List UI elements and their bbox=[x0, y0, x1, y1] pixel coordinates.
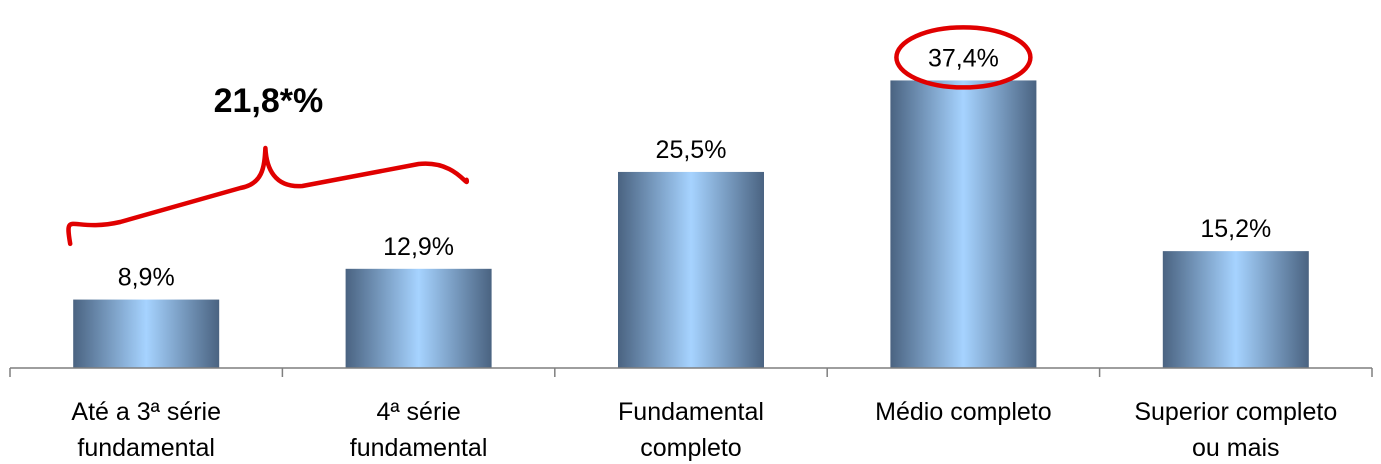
data-label-1: 12,9% bbox=[383, 233, 454, 261]
category-label-2: Fundamental completo bbox=[618, 398, 764, 462]
bar-1 bbox=[345, 268, 492, 368]
category-label-line: ou mais bbox=[1192, 434, 1280, 462]
data-label-3: 37,4% bbox=[928, 44, 999, 72]
bar-3 bbox=[890, 80, 1037, 369]
data-label-2: 25,5% bbox=[656, 136, 727, 164]
category-label-line: completo bbox=[640, 434, 741, 462]
category-label-line: Superior completo bbox=[1134, 398, 1337, 426]
brace-annotation bbox=[66, 145, 469, 247]
bar-0 bbox=[73, 299, 220, 368]
category-label-line: fundamental bbox=[77, 434, 215, 462]
category-label-1: 4ª série fundamental bbox=[350, 398, 488, 462]
category-label-line: Até a 3ª série bbox=[71, 398, 221, 426]
highlight-ellipse bbox=[894, 25, 1033, 90]
category-label-line: fundamental bbox=[350, 434, 488, 462]
data-label-0: 8,9% bbox=[118, 264, 175, 292]
bar-2 bbox=[618, 171, 764, 368]
category-label-line: Fundamental bbox=[618, 398, 764, 426]
category-label-line: 4ª série bbox=[376, 398, 460, 426]
bar-4 bbox=[1162, 251, 1309, 368]
category-label-0: Até a 3ª série fundamental bbox=[71, 398, 221, 462]
brace-annotation-label: 21,8*% bbox=[214, 82, 324, 120]
data-label-4: 15,2% bbox=[1200, 215, 1271, 243]
category-label-3: Médio completo bbox=[875, 398, 1051, 426]
category-label-4: Superior completo ou mais bbox=[1134, 398, 1337, 462]
category-label-line: Médio completo bbox=[875, 398, 1051, 426]
